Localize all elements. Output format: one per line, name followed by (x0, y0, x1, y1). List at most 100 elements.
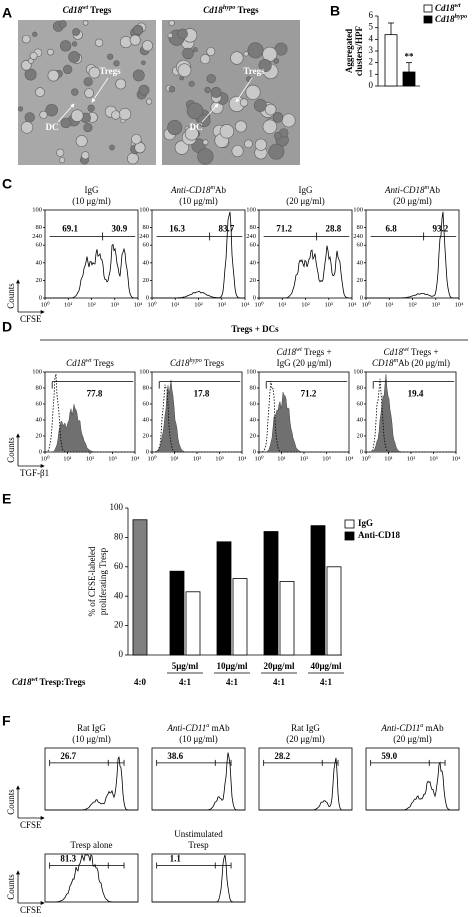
bar (310, 525, 326, 656)
cell (206, 47, 216, 56)
bar (384, 34, 398, 87)
cell (127, 152, 139, 165)
control-curve (152, 384, 242, 453)
cell (21, 60, 32, 71)
image-title: Cd18hypo Tregs (203, 4, 259, 15)
legend-label: Cd18hypo (435, 13, 467, 24)
cell (177, 63, 192, 78)
gate-value: 83.7 (219, 223, 235, 233)
gate-value: 71.2 (301, 388, 317, 398)
y-tick-label: 0 (369, 80, 374, 90)
cell (272, 112, 284, 123)
plot-header: (20 μg/ml) (393, 196, 432, 206)
plot-header: Anti-CD18mAb (384, 184, 441, 195)
arrow-label: Tregs (243, 66, 265, 76)
annotation: ** (405, 52, 415, 62)
y-tick-label: 20 (357, 432, 364, 439)
y-tick-label: 2 (369, 57, 374, 67)
cell (274, 131, 282, 140)
x-tick-label: 10⁴ (134, 301, 144, 308)
bar (279, 581, 295, 656)
y-tick-label: 20 (143, 432, 150, 439)
y-tick-label: 40 (36, 416, 43, 423)
x-tick-label: 10¹ (278, 301, 287, 308)
arrow-label: Tregs (99, 66, 121, 76)
y-tick-label: 60 (143, 400, 150, 407)
cell (146, 98, 153, 105)
cell (17, 106, 24, 112)
y-tick-label: 6 (369, 10, 374, 20)
cell (245, 76, 252, 82)
cell (20, 121, 34, 134)
gate-value: 93.2 (433, 223, 449, 233)
x-tick-label: 10⁰ (40, 454, 50, 462)
y-tick-label: 20 (250, 432, 257, 439)
cell (82, 20, 89, 26)
x-tick-label: 10² (194, 301, 203, 308)
plot-header: IgG (299, 185, 313, 195)
arrow (201, 103, 219, 123)
y-axis-label: proliferating Tresp (98, 547, 108, 615)
y-tick-label: 0 (119, 649, 124, 659)
histogram-curve (45, 243, 138, 299)
gate-label: 240 (246, 233, 256, 240)
plot-frame (44, 853, 139, 903)
gate-value: 28.2 (274, 751, 290, 761)
y-tick-label: 100 (32, 206, 42, 213)
y-tick-label: 40 (114, 590, 124, 600)
y-tick-label: 60 (250, 400, 257, 407)
image-title: Cd18wt Tregs (63, 4, 112, 15)
arrow-label: DC (190, 122, 203, 132)
y-tick-label: 40 (357, 416, 364, 423)
legend-swatch (423, 4, 433, 13)
y-tick-label: 1 (369, 68, 374, 78)
cell (68, 51, 80, 63)
x-tick-label: 10¹ (171, 301, 180, 308)
plot-header: Tresp (188, 840, 209, 850)
y-tick-label: 0 (360, 448, 363, 455)
y-tick-label: 80 (114, 531, 124, 541)
histogram-curve (366, 761, 459, 811)
y-axis-label: Counts (6, 789, 16, 815)
gate-label: 240 (32, 233, 42, 240)
legend-swatch (344, 531, 355, 541)
cell (258, 59, 272, 73)
cell (186, 102, 204, 120)
cell (167, 119, 183, 136)
gate-value: 59.0 (381, 751, 397, 761)
y-tick-label: 20 (36, 432, 43, 439)
cell (83, 123, 93, 133)
y-tick-label: 60 (357, 242, 364, 249)
plot-header: Cd18wt Tregs + (276, 346, 331, 357)
cell (182, 47, 194, 60)
plot-frame (44, 747, 139, 811)
cell (188, 80, 195, 87)
cell (231, 145, 244, 158)
x-tick-label: 10⁴ (241, 301, 251, 308)
cell (115, 78, 127, 90)
bar (132, 519, 148, 656)
y-tick-label: 40 (250, 259, 257, 266)
y-axis-label: Counts (6, 283, 16, 309)
y-axis-label: % of CFSE-labeled (87, 546, 97, 616)
plot-header: Cd18wt Tregs + (383, 346, 438, 357)
cell (219, 124, 235, 139)
x-tick-label: 10³ (218, 301, 227, 308)
y-tick-label: 60 (357, 400, 364, 407)
arrow (91, 77, 109, 103)
legend-swatch (423, 15, 433, 24)
x-tick-label: 10⁰ (254, 300, 264, 308)
cell (58, 157, 66, 164)
histogram-curve (259, 757, 352, 811)
x-tick-label: 10² (407, 455, 416, 462)
y-axis-label: Counts (6, 437, 16, 463)
y-tick-label: 0 (253, 448, 256, 455)
plot-header: Rat IgG (77, 723, 106, 733)
legend-swatch (344, 519, 355, 529)
y-axis-label: Aggregated (344, 29, 354, 73)
x-tick-label: 10³ (108, 455, 117, 462)
gate-value: 30.9 (112, 223, 128, 233)
x-axis-label: CFSE (20, 820, 42, 830)
y-tick-label: 80 (250, 384, 257, 391)
